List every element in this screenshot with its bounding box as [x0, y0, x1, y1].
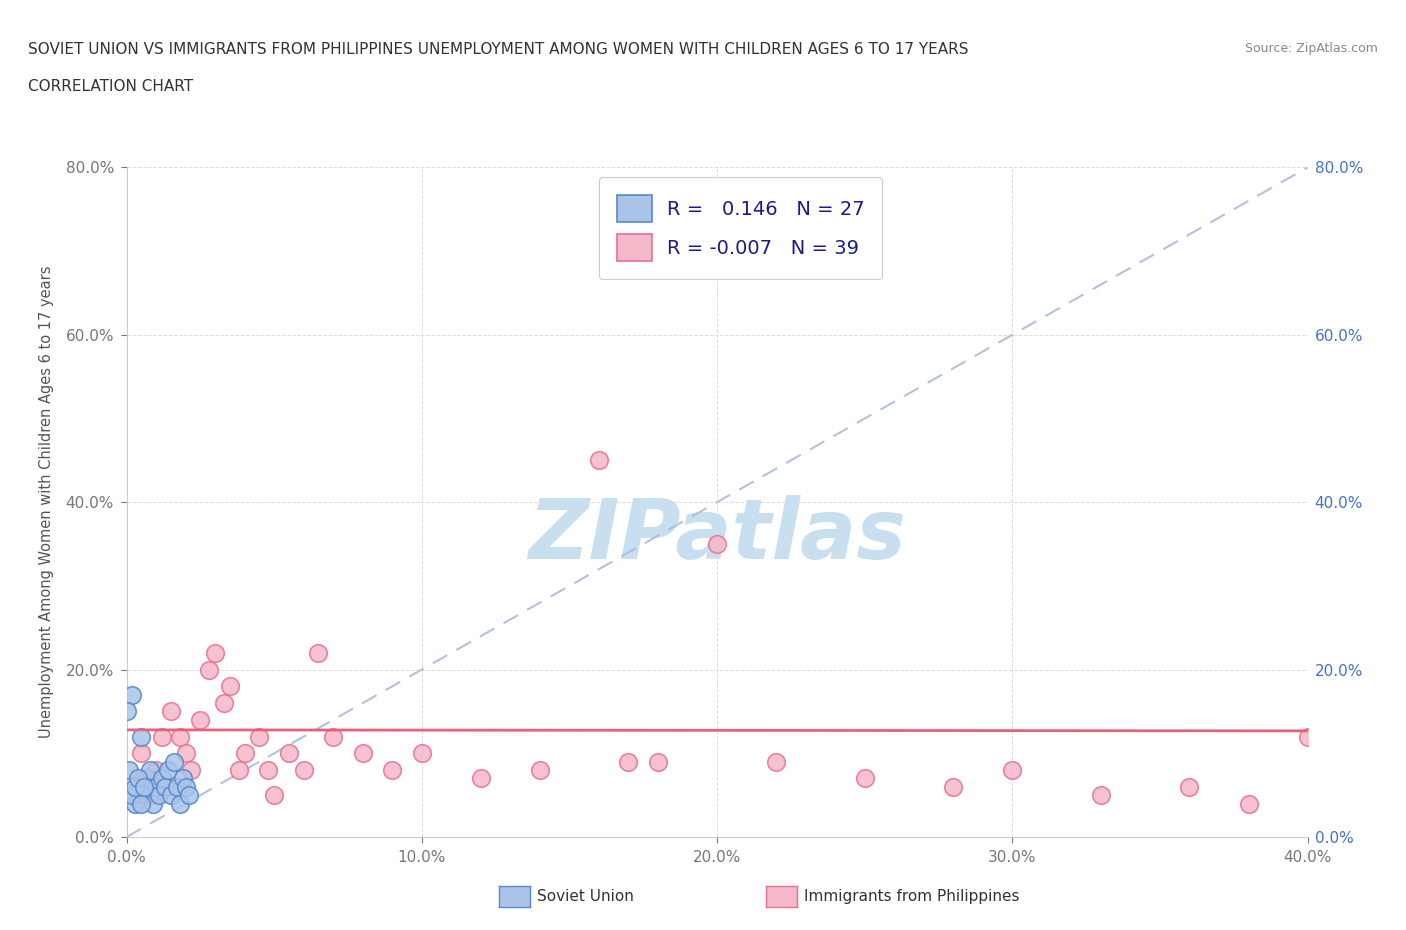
- Point: [219, 679, 242, 694]
- Point: [198, 662, 221, 677]
- Point: [180, 763, 202, 777]
- Point: [411, 746, 433, 761]
- Point: [121, 687, 143, 702]
- Point: [233, 746, 256, 761]
- Point: [278, 746, 301, 761]
- Point: [292, 763, 315, 777]
- Point: [212, 696, 235, 711]
- Point: [529, 763, 551, 777]
- Text: SOVIET UNION VS IMMIGRANTS FROM PHILIPPINES UNEMPLOYMENT AMONG WOMEN WITH CHILDR: SOVIET UNION VS IMMIGRANTS FROM PHILIPPI…: [28, 42, 969, 57]
- Y-axis label: Unemployment Among Women with Children Ages 6 to 17 years: Unemployment Among Women with Children A…: [39, 266, 55, 738]
- Point: [142, 796, 165, 811]
- Point: [127, 779, 149, 794]
- Point: [159, 704, 183, 719]
- Point: [588, 453, 610, 468]
- Point: [156, 763, 179, 777]
- Point: [169, 729, 191, 744]
- Point: [127, 771, 149, 786]
- Point: [1001, 763, 1024, 777]
- Point: [124, 779, 146, 794]
- Point: [647, 754, 669, 769]
- Point: [381, 763, 404, 777]
- Point: [853, 771, 876, 786]
- Point: [174, 779, 197, 794]
- Point: [188, 712, 211, 727]
- Point: [172, 771, 194, 786]
- Legend: R =   0.146   N = 27, R = -0.007   N = 39: R = 0.146 N = 27, R = -0.007 N = 39: [599, 177, 883, 279]
- Point: [115, 704, 138, 719]
- Point: [1178, 779, 1201, 794]
- Point: [228, 763, 250, 777]
- Point: [166, 779, 188, 794]
- Point: [150, 771, 173, 786]
- Point: [134, 779, 156, 794]
- Point: [204, 645, 226, 660]
- Point: [322, 729, 344, 744]
- Point: [1237, 796, 1260, 811]
- Point: [177, 788, 200, 803]
- Point: [1090, 788, 1112, 803]
- Point: [150, 729, 173, 744]
- Point: [121, 788, 143, 803]
- Point: [174, 746, 197, 761]
- Point: [765, 754, 787, 769]
- Text: ZIPatlas: ZIPatlas: [529, 495, 905, 577]
- Point: [1296, 729, 1319, 744]
- Text: Soviet Union: Soviet Union: [537, 889, 634, 904]
- Point: [129, 746, 153, 761]
- Text: Source: ZipAtlas.com: Source: ZipAtlas.com: [1244, 42, 1378, 55]
- Point: [124, 796, 146, 811]
- Point: [148, 788, 170, 803]
- Point: [153, 779, 176, 794]
- Point: [617, 754, 640, 769]
- Point: [134, 788, 156, 803]
- Point: [139, 788, 162, 803]
- Point: [706, 537, 728, 551]
- Point: [307, 645, 329, 660]
- Point: [470, 771, 492, 786]
- Text: CORRELATION CHART: CORRELATION CHART: [28, 79, 193, 94]
- Point: [263, 788, 285, 803]
- Point: [129, 729, 153, 744]
- Point: [352, 746, 374, 761]
- Point: [942, 779, 965, 794]
- Point: [139, 763, 162, 777]
- Text: Immigrants from Philippines: Immigrants from Philippines: [804, 889, 1019, 904]
- Point: [145, 763, 167, 777]
- Point: [169, 796, 191, 811]
- Point: [136, 771, 159, 786]
- Point: [118, 763, 141, 777]
- Point: [129, 796, 153, 811]
- Point: [159, 788, 183, 803]
- Point: [145, 779, 167, 794]
- Point: [163, 754, 186, 769]
- Point: [247, 729, 270, 744]
- Point: [257, 763, 280, 777]
